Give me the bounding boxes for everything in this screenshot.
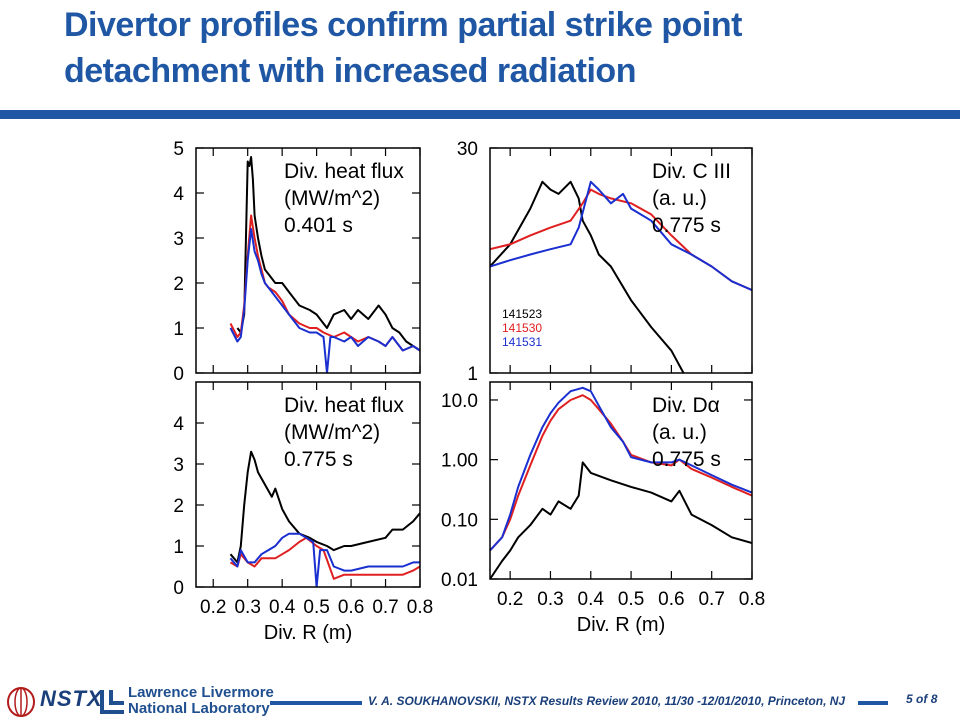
plot-frame [195,147,421,374]
y-tick-label: 0.01 [441,570,478,591]
panel-label-line: 0.775 s [284,448,353,471]
series-line-1 [236,156,420,352]
llnl-logo-text: Lawrence Livermore National Laboratory [128,684,274,717]
series-line-3 [490,180,752,292]
page-number: 5 of 8 [906,692,938,706]
legend-entry: 141530 [502,321,542,335]
series-line-2 [490,188,752,292]
x-tick-label: 0.3 [537,589,563,610]
panel-label-line: 0.775 s [652,448,721,471]
y-tick-label: 30 [457,139,478,160]
y-tick-label: 2 [173,496,184,517]
chart-panel-2: 0 1 2 3 4 0.2 0.3 0.4 0.5 0.6 0.7 0.8 Div. R (m) Div.… [173,381,433,644]
y-tick-label: 4 [173,184,184,205]
panel-label-line: Div. heat flux [284,394,404,417]
y-tick-label: 0.10 [441,510,478,531]
series-line-3 [229,228,420,373]
y-tick-label: 1 [173,537,184,558]
series-line-1 [490,180,685,373]
series-line-3 [490,386,752,552]
panel-label-line: 0.401 s [284,214,353,237]
x-tick-label: 0.7 [372,597,398,618]
y-tick-label: 0 [173,364,184,385]
panel-label-line: (MW/m^2) [284,421,380,444]
y-tick-label: 1.00 [441,451,478,472]
x-tick-label: 0.6 [658,589,684,610]
nstx-logo-icon [7,687,35,717]
panel-label-line: (a. u.) [652,187,707,210]
legend-entry: 141523 [502,307,542,321]
title-rule [0,110,960,119]
x-tick-label: 0.3 [234,597,260,618]
y-tick-label: 1 [173,319,184,340]
x-tick-label: 0.8 [739,589,765,610]
x-tick-label: 0.7 [698,589,724,610]
legend-entry: 141531 [502,335,542,349]
y-tick-label: 0 [173,578,184,599]
x-tick-label: 0.6 [338,597,364,618]
x-tick-label: 0.2 [200,597,226,618]
plot-frame [195,381,421,588]
y-tick-label: 4 [173,414,184,435]
y-tick-label: 1 [467,364,478,385]
nstx-logo-text: NSTX [40,686,103,711]
footer-citation: V. A. SOUKHANOVSKII, NSTX Results Review… [368,694,846,708]
panel-label-line: 0.775 s [652,214,721,237]
chart-panel-1: 0 1 2 3 4 5 Div. heat flux (MW/m^2) 0.401 s [173,139,421,385]
plot-frame [489,147,753,374]
x-axis-label: Div. R (m) [264,622,353,644]
x-tick-label: 0.4 [578,589,605,610]
x-tick-label: 0.2 [497,589,523,610]
llnl-logo-icon [100,690,124,714]
chart-panel-4: 0.01 0.10 1.00 10.0 0.2 0.3 0.4 0.5 0.6 0.7 0.8 Div… [441,381,765,636]
series-line-1 [490,461,752,579]
x-tick-label: 0.5 [618,589,644,610]
x-tick-label: 0.8 [407,597,433,618]
footer: NSTX Lawrence Livermore National Laborat… [0,684,960,720]
series-line-2 [490,394,752,552]
y-tick-label: 10.0 [441,391,478,412]
y-tick-label: 2 [173,274,184,295]
x-tick-label: 0.5 [303,597,329,618]
panel-label-line: Div. heat flux [284,160,404,183]
series-line-2 [229,536,420,580]
footer-rule-right [858,701,888,705]
series-line-3 [229,532,420,587]
plot-frame [489,381,753,580]
footer-rule-left [270,701,362,705]
y-tick-label: 3 [173,455,184,476]
series-line-1 [229,450,420,564]
chart-panel-3: 1 30 Div. C III (a. u.) 0.775 s 1415231415301… [457,139,753,385]
panel-label-line: (a. u.) [652,421,707,444]
panel-label-line: Div. C III [652,160,731,183]
y-tick-label: 3 [173,229,184,250]
divertor-profiles-figure: 0 1 2 3 4 5 Div. heat flux (MW/m^2) 0.401 s 0 1 2 3 4… [173,139,765,644]
panel-label-line: (MW/m^2) [284,187,380,210]
y-tick-label: 5 [173,139,184,160]
panel-label-line: Div. Dα [652,394,720,417]
x-tick-label: 0.4 [269,597,296,618]
x-axis-label: Div. R (m) [577,614,666,636]
slide-title: Divertor profiles confirm partial strike… [64,6,742,90]
